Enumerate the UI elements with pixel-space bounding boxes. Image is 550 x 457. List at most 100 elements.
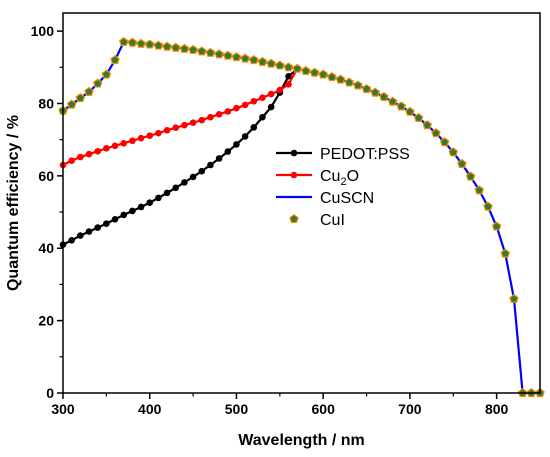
data-point xyxy=(103,220,110,227)
y-tick-label: 0 xyxy=(46,385,54,401)
data-point xyxy=(231,52,242,62)
data-point xyxy=(101,69,112,79)
plot-area xyxy=(58,36,545,398)
data-point xyxy=(309,67,320,77)
series-line xyxy=(62,68,298,246)
legend-label: CuI xyxy=(320,212,345,229)
x-tick-label: 300 xyxy=(51,401,75,417)
series-pedot-pss xyxy=(59,65,301,248)
y-tick-label: 80 xyxy=(38,95,54,111)
x-tick-label: 500 xyxy=(225,401,249,417)
data-point xyxy=(118,36,129,47)
data-point xyxy=(181,121,188,129)
data-point xyxy=(214,49,224,59)
data-point xyxy=(155,129,162,137)
data-point xyxy=(172,184,180,192)
y-tick-label: 60 xyxy=(38,168,54,184)
data-point xyxy=(233,104,240,112)
data-point xyxy=(259,94,266,101)
data-point xyxy=(241,101,249,109)
data-point xyxy=(85,150,93,158)
data-point xyxy=(241,133,249,140)
data-point xyxy=(474,185,485,195)
data-point xyxy=(233,141,240,148)
data-point xyxy=(285,73,292,80)
y-tick-label: 40 xyxy=(38,240,54,256)
data-point xyxy=(207,113,214,121)
data-point xyxy=(129,137,136,145)
data-point xyxy=(422,120,433,130)
data-point xyxy=(224,148,232,155)
data-point xyxy=(129,207,136,215)
legend-item: CuSCN xyxy=(276,190,374,207)
data-point xyxy=(84,86,94,96)
data-point xyxy=(189,173,197,181)
data-point xyxy=(335,74,346,84)
y-tick-label: 100 xyxy=(31,23,55,39)
data-point xyxy=(257,56,268,66)
legend-item: CuI xyxy=(289,212,345,229)
data-point xyxy=(137,134,145,142)
data-point xyxy=(249,55,259,65)
series-cui xyxy=(58,36,545,398)
axes-frame xyxy=(62,12,541,394)
legend-item: Cu2O xyxy=(276,168,359,188)
series-line xyxy=(62,40,540,395)
data-point xyxy=(275,60,285,70)
data-point xyxy=(285,80,292,88)
data-point xyxy=(181,179,188,186)
data-point xyxy=(163,126,171,134)
data-point xyxy=(361,83,372,94)
data-point xyxy=(205,47,216,57)
data-point xyxy=(500,248,511,258)
data-point xyxy=(172,124,180,132)
data-point xyxy=(75,93,86,103)
data-point xyxy=(266,58,276,68)
data-point xyxy=(94,147,101,155)
legend-item: PEDOT:PSS xyxy=(276,146,410,163)
y-tick-label: 20 xyxy=(38,313,54,329)
legend-swatch-marker xyxy=(290,149,298,157)
data-point xyxy=(111,215,119,223)
data-point xyxy=(448,147,459,157)
x-axis-title: Wavelength / nm xyxy=(238,432,365,449)
data-point xyxy=(68,236,75,244)
x-tick-label: 700 xyxy=(398,401,422,417)
data-point xyxy=(318,69,328,79)
data-point xyxy=(353,80,363,90)
data-point xyxy=(68,157,75,164)
legend-label: PEDOT:PSS xyxy=(320,146,410,163)
x-tick-label: 800 xyxy=(485,401,509,417)
data-point xyxy=(155,194,162,202)
data-point xyxy=(144,39,155,49)
data-point xyxy=(136,38,146,48)
data-point xyxy=(396,101,407,111)
data-point xyxy=(250,98,258,105)
data-point xyxy=(431,128,441,138)
data-point xyxy=(85,228,93,235)
data-point xyxy=(77,153,84,161)
data-point xyxy=(66,99,77,109)
data-point xyxy=(196,46,207,56)
data-point xyxy=(189,119,197,126)
data-point xyxy=(222,50,233,60)
data-point xyxy=(94,224,101,231)
data-point xyxy=(465,171,476,181)
data-point xyxy=(146,132,154,139)
data-point xyxy=(137,203,145,211)
data-point xyxy=(276,86,284,94)
data-point xyxy=(267,103,275,111)
data-point xyxy=(92,78,103,88)
data-point xyxy=(163,189,171,197)
series-line xyxy=(62,68,299,166)
data-point xyxy=(198,116,206,124)
data-point xyxy=(215,155,223,162)
data-point xyxy=(207,161,214,169)
data-point xyxy=(224,108,232,115)
data-point xyxy=(162,41,172,51)
data-point xyxy=(344,77,354,87)
legend-swatch-marker xyxy=(289,213,299,224)
data-point xyxy=(146,199,154,206)
legend-label: Cu2O xyxy=(320,168,359,188)
